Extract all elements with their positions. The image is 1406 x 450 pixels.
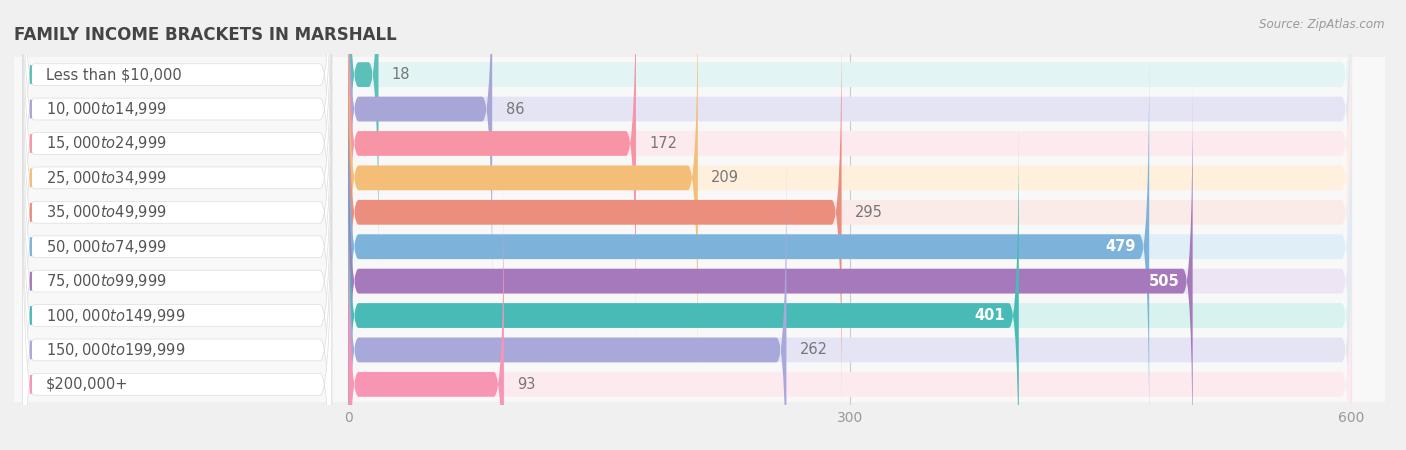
Bar <box>14 298 1385 333</box>
Text: 401: 401 <box>974 308 1005 323</box>
FancyBboxPatch shape <box>349 18 1351 406</box>
Text: $100,000 to $149,999: $100,000 to $149,999 <box>46 306 186 324</box>
Text: $35,000 to $49,999: $35,000 to $49,999 <box>46 203 167 221</box>
FancyBboxPatch shape <box>349 87 1351 450</box>
FancyBboxPatch shape <box>22 154 332 450</box>
Text: $75,000 to $99,999: $75,000 to $99,999 <box>46 272 167 290</box>
Bar <box>14 195 1385 230</box>
Text: $150,000 to $199,999: $150,000 to $199,999 <box>46 341 186 359</box>
FancyBboxPatch shape <box>349 18 842 406</box>
FancyBboxPatch shape <box>349 190 503 450</box>
FancyBboxPatch shape <box>22 0 332 305</box>
FancyBboxPatch shape <box>349 87 1192 450</box>
Text: 172: 172 <box>650 136 678 151</box>
Text: $25,000 to $34,999: $25,000 to $34,999 <box>46 169 167 187</box>
Text: $10,000 to $14,999: $10,000 to $14,999 <box>46 100 167 118</box>
FancyBboxPatch shape <box>22 0 332 374</box>
Text: FAMILY INCOME BRACKETS IN MARSHALL: FAMILY INCOME BRACKETS IN MARSHALL <box>14 26 396 44</box>
FancyBboxPatch shape <box>22 51 332 450</box>
FancyBboxPatch shape <box>22 0 332 408</box>
Bar <box>14 58 1385 92</box>
Text: 86: 86 <box>506 102 524 117</box>
Text: 18: 18 <box>392 67 411 82</box>
FancyBboxPatch shape <box>349 190 1351 450</box>
FancyBboxPatch shape <box>349 0 492 303</box>
Bar <box>14 126 1385 161</box>
FancyBboxPatch shape <box>349 0 1351 303</box>
Text: $15,000 to $24,999: $15,000 to $24,999 <box>46 135 167 153</box>
Text: $50,000 to $74,999: $50,000 to $74,999 <box>46 238 167 256</box>
FancyBboxPatch shape <box>349 156 786 450</box>
Text: 209: 209 <box>711 171 740 185</box>
FancyBboxPatch shape <box>349 0 1351 338</box>
FancyBboxPatch shape <box>349 53 1149 441</box>
FancyBboxPatch shape <box>349 0 636 338</box>
Bar <box>14 92 1385 126</box>
Text: 295: 295 <box>855 205 883 220</box>
Bar <box>14 333 1385 367</box>
Text: 262: 262 <box>800 342 828 357</box>
FancyBboxPatch shape <box>349 122 1019 450</box>
FancyBboxPatch shape <box>349 0 1351 372</box>
Bar <box>14 367 1385 401</box>
FancyBboxPatch shape <box>349 0 697 372</box>
FancyBboxPatch shape <box>349 0 378 269</box>
FancyBboxPatch shape <box>349 53 1351 441</box>
FancyBboxPatch shape <box>349 0 1351 269</box>
FancyBboxPatch shape <box>22 86 332 450</box>
Text: 93: 93 <box>517 377 536 392</box>
Text: 479: 479 <box>1105 239 1136 254</box>
FancyBboxPatch shape <box>22 0 332 442</box>
Text: $200,000+: $200,000+ <box>46 377 128 392</box>
Bar <box>14 264 1385 298</box>
FancyBboxPatch shape <box>22 120 332 450</box>
FancyBboxPatch shape <box>22 17 332 450</box>
Bar <box>14 230 1385 264</box>
FancyBboxPatch shape <box>349 156 1351 450</box>
Text: Less than $10,000: Less than $10,000 <box>46 67 181 82</box>
FancyBboxPatch shape <box>22 0 332 339</box>
FancyBboxPatch shape <box>349 122 1351 450</box>
Text: Source: ZipAtlas.com: Source: ZipAtlas.com <box>1260 18 1385 31</box>
Bar <box>14 161 1385 195</box>
Text: 505: 505 <box>1149 274 1180 288</box>
